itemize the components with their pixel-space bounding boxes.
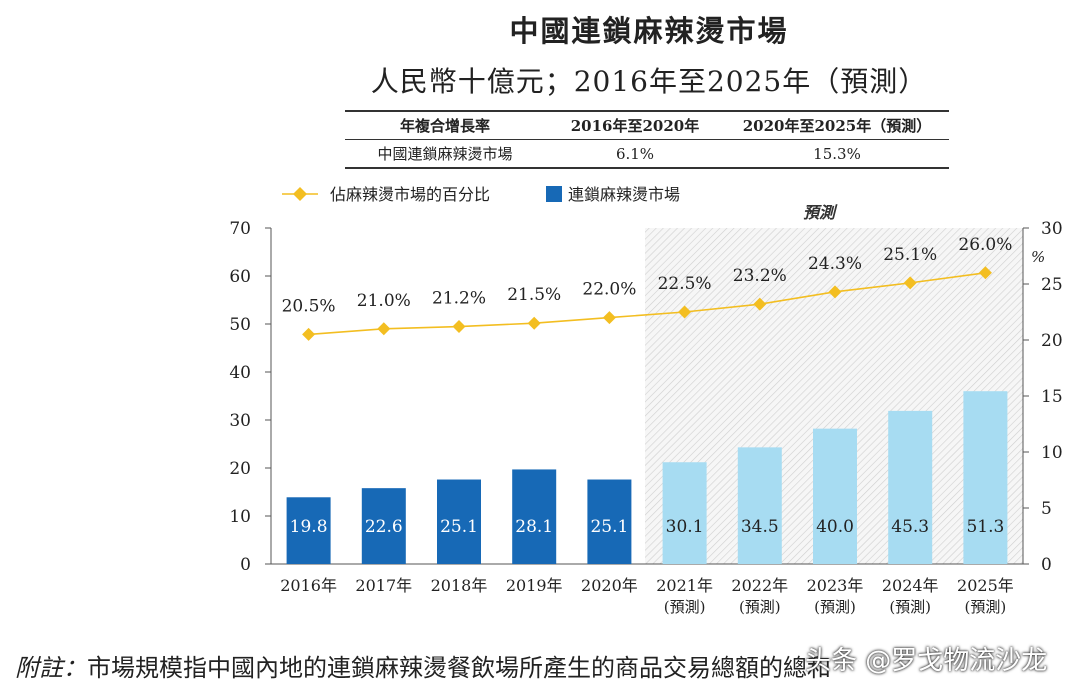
right-tick-label: 0 xyxy=(1041,555,1052,575)
chart-subtitle: 人民幣十億元；2016年至2025年（預測） xyxy=(370,65,928,98)
percentage-value-label: 21.0% xyxy=(357,291,411,311)
left-tick-label: 10 xyxy=(229,507,251,527)
percentage-value-label: 22.0% xyxy=(582,280,636,300)
x-tick-label: 2020年 xyxy=(581,576,638,595)
x-tick-label: 2024年 xyxy=(882,576,939,595)
percentage-marker xyxy=(978,266,992,280)
percentage-value-label: 26.0% xyxy=(958,235,1012,255)
bar-2018 xyxy=(437,479,481,564)
footnote-label: 附註： xyxy=(15,654,87,682)
footnote-text: 市場規模指中國內地的連鎖麻辣燙餐飲場所產生的商品交易總額的總和 xyxy=(87,654,831,682)
x-tick-label: 2017年 xyxy=(355,576,412,595)
right-axis-unit: % xyxy=(1031,248,1045,266)
cagr-data-row: 中國連鎖麻辣燙市場 6.1% 15.3% xyxy=(345,140,949,168)
bar-2019 xyxy=(512,469,557,564)
percentage-marker xyxy=(678,305,692,319)
bar-value-label: 40.0 xyxy=(816,517,854,537)
bar-2023 xyxy=(813,428,857,564)
chart-title: 中國連鎖麻辣燙市場 xyxy=(509,14,789,48)
percentage-line xyxy=(308,272,986,336)
percentage-value-label: 23.2% xyxy=(733,266,787,286)
cagr-header-label: 年複合增長率 xyxy=(399,117,490,135)
bar-2022 xyxy=(737,447,782,564)
x-tick-sublabel: (預測) xyxy=(965,598,1007,616)
bar-2025 xyxy=(963,391,1008,564)
percentage-marker xyxy=(903,276,917,290)
legend-bar-label: 連鎖麻辣燙市場 xyxy=(568,185,680,204)
x-tick-sublabel: (預測) xyxy=(814,598,856,616)
bar-value-label: 25.1 xyxy=(590,517,628,537)
legend-line-label: 佔麻辣燙市場的百分比 xyxy=(330,185,490,204)
bar-value-label: 30.1 xyxy=(666,517,704,537)
right-tick-label: 20 xyxy=(1041,331,1063,351)
left-tick-label: 0 xyxy=(240,555,251,575)
bar-2016 xyxy=(286,497,331,564)
percentage-value-label: 21.2% xyxy=(432,289,486,309)
x-tick-sublabel: (預測) xyxy=(889,598,931,616)
x-tick-label: 2022年 xyxy=(731,576,788,595)
bar-value-label: 34.5 xyxy=(741,517,779,537)
legend-bar-swatch xyxy=(546,186,562,202)
cagr-header-period2: 2020年至2025年（預測） xyxy=(742,117,932,135)
right-tick-label: 10 xyxy=(1041,443,1063,463)
bar-value-label: 22.6 xyxy=(365,517,403,537)
bar-2017 xyxy=(361,488,406,564)
x-tick-label: 2016年 xyxy=(280,576,337,595)
watermark: 头条 @罗戈物流沙龙 xyxy=(805,646,1048,676)
percentage-marker xyxy=(828,285,842,299)
x-tick-label: 2023年 xyxy=(807,576,864,595)
percentage-value-label: 24.3% xyxy=(808,254,862,274)
right-tick-label: 30 xyxy=(1041,219,1063,239)
x-tick-label: 2021年 xyxy=(656,576,713,595)
left-tick-label: 30 xyxy=(229,411,251,431)
footnote: 附註：市場規模指中國內地的連鎖麻辣燙餐飲場所產生的商品交易總額的總和 xyxy=(15,648,831,683)
cagr-value-period1: 6.1% xyxy=(615,144,655,163)
bar-2020 xyxy=(587,479,632,564)
right-tick-label: 5 xyxy=(1041,499,1052,519)
cagr-header-period1: 2016年至2020年 xyxy=(570,117,700,135)
percentage-value-label: 20.5% xyxy=(282,296,336,316)
bar-value-label: 19.8 xyxy=(290,517,328,537)
cagr-row-label: 中國連鎖麻辣燙市場 xyxy=(377,145,513,163)
percentage-marker xyxy=(377,322,391,336)
cagr-header-row: 年複合增長率 2016年至2020年 2020年至2025年（預測） xyxy=(345,111,949,140)
percentage-value-label: 25.1% xyxy=(883,245,937,265)
right-tick-label: 25 xyxy=(1041,275,1063,295)
left-tick-label: 40 xyxy=(229,363,251,383)
left-tick-label: 60 xyxy=(229,267,251,287)
percentage-marker xyxy=(302,327,316,341)
bar-value-label: 45.3 xyxy=(891,517,929,537)
bar-2021 xyxy=(662,462,707,564)
x-tick-label: 2018年 xyxy=(431,576,488,595)
bar-2024 xyxy=(888,410,933,564)
cagr-table: 年複合增長率 2016年至2020年 2020年至2025年（預測） 中國連鎖麻… xyxy=(345,110,949,169)
percentage-marker xyxy=(527,316,541,330)
x-tick-label: 2025年 xyxy=(957,576,1014,595)
percentage-marker xyxy=(602,311,616,325)
legend-line-marker xyxy=(293,187,307,201)
percentage-marker xyxy=(753,297,767,311)
left-tick-label: 20 xyxy=(229,459,251,479)
x-tick-sublabel: (預測) xyxy=(739,598,781,616)
percentage-value-label: 22.5% xyxy=(658,274,712,294)
left-tick-label: 50 xyxy=(229,315,251,335)
x-tick-sublabel: (預測) xyxy=(664,598,706,616)
right-tick-label: 15 xyxy=(1041,387,1063,407)
forecast-label: 預測 xyxy=(803,203,838,222)
percentage-value-label: 21.5% xyxy=(507,285,561,305)
left-tick-label: 70 xyxy=(229,219,251,239)
bar-value-label: 51.3 xyxy=(966,517,1004,537)
cagr-value-period2: 15.3% xyxy=(813,144,861,163)
bar-value-label: 28.1 xyxy=(515,517,553,537)
percentage-marker xyxy=(452,320,466,334)
bar-value-label: 25.1 xyxy=(440,517,478,537)
x-tick-label: 2019年 xyxy=(506,576,563,595)
